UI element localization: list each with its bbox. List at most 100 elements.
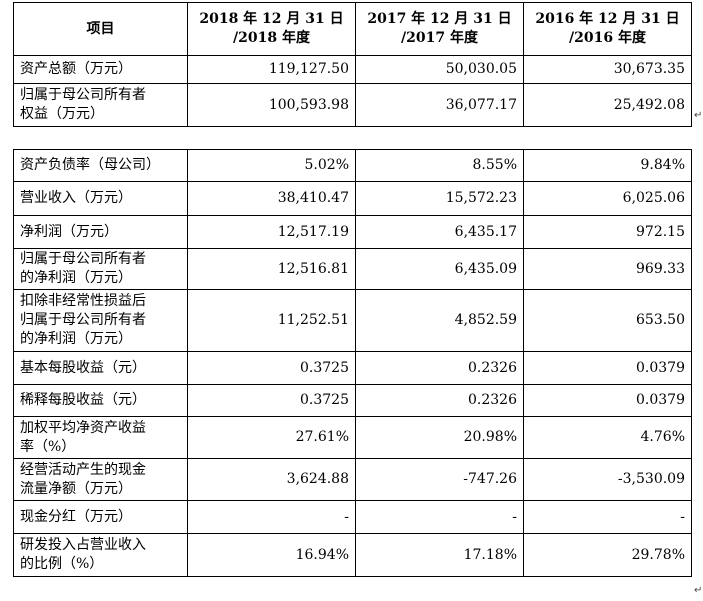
- row-label-line: 的净利润（万元）: [20, 270, 132, 286]
- financial-table-top: 项目 2018 年 12 月 31 日 /2018 年度 2017 年 12 月…: [13, 2, 692, 127]
- row-label: 现金分红（万元）: [13, 500, 188, 534]
- value-2016: 29.78%: [523, 533, 692, 577]
- return-mark-1: ↵: [694, 110, 703, 121]
- value-2017: 4,852.59: [355, 289, 524, 352]
- financial-table-bottom: 资产负债率（母公司） 5.02% 8.55% 9.84% 营业收入（万元） 38,410.…: [13, 149, 692, 577]
- table-row: 经营活动产生的现金 流量净额（万元） 3,624.88 -747.26 -3,530.0…: [13, 458, 692, 501]
- table-row: 资产负债率（母公司） 5.02% 8.55% 9.84%: [13, 149, 692, 182]
- row-label: 归属于母公司所有者 权益（万元）: [13, 83, 188, 127]
- value-2017: 15,572.23: [355, 181, 524, 216]
- row-label: 扣除非经常性损益后 归属于母公司所有者 的净利润（万元）: [13, 289, 188, 352]
- row-label-line: 流量净额（万元）: [20, 480, 132, 497]
- value-2018: 38,410.47: [187, 181, 356, 216]
- header-2018-line2: /2018 年度: [233, 30, 310, 46]
- header-2016: 2016 年 12 月 31 日 /2016 年度: [523, 2, 692, 56]
- table-row: 稀释每股收益（元） 0.3725 0.2326 0.0379: [13, 384, 692, 417]
- value-2016: -: [523, 500, 692, 534]
- row-label: 经营活动产生的现金 流量净额（万元）: [13, 458, 188, 501]
- table-row: 营业收入（万元） 38,410.47 15,572.23 6,025.06: [13, 181, 692, 216]
- value-2018: 12,517.19: [187, 215, 356, 249]
- row-label-line: 加权平均净资产收益: [20, 419, 146, 436]
- value-2016: 0.0379: [523, 351, 692, 385]
- row-label-line: 资产负债率（母公司）: [20, 157, 160, 173]
- row-label-line: 归属于母公司所有者: [20, 312, 146, 328]
- value-2016: 653.50: [523, 289, 692, 352]
- table-row: 加权平均净资产收益 率（%） 27.61% 20.98% 4.76%: [13, 416, 692, 459]
- row-label: 资产总额（万元）: [13, 55, 188, 84]
- row-label-line: 权益（万元）: [20, 106, 104, 122]
- header-2017: 2017 年 12 月 31 日 /2017 年度: [355, 2, 524, 56]
- row-label: 加权平均净资产收益 率（%）: [13, 416, 188, 459]
- value-2018: 27.61%: [187, 416, 356, 459]
- row-label: 资产负债率（母公司）: [13, 149, 188, 182]
- value-2017: -: [355, 500, 524, 534]
- row-label: 基本每股收益（元）: [13, 351, 188, 385]
- value-2017: -747.26: [355, 458, 524, 501]
- table-row: 现金分红（万元） - - -: [13, 500, 692, 534]
- row-label-line: 率（%）: [20, 438, 76, 455]
- row-label-line: 稀释每股收益（元）: [20, 392, 146, 408]
- value-2018: 11,252.51: [187, 289, 356, 352]
- table-row: 扣除非经常性损益后 归属于母公司所有者 的净利润（万元） 11,252.51 4,852…: [13, 289, 692, 352]
- table-row: 资产总额（万元） 119,127.50 50,030.05 30,673.35: [13, 55, 692, 84]
- value-2018: 16.94%: [187, 533, 356, 577]
- row-label-line: 的比例（%）: [20, 556, 104, 572]
- value-2016: 6,025.06: [523, 181, 692, 216]
- value-2016: 9.84%: [523, 149, 692, 182]
- row-label-line: 基本每股收益（元）: [20, 359, 146, 376]
- value-2018: 119,127.50: [187, 55, 356, 84]
- row-label-line: 研发投入占营业收入: [20, 537, 146, 553]
- value-2017: 6,435.17: [355, 215, 524, 249]
- value-2017: 6,435.09: [355, 248, 524, 290]
- value-2018: 0.3725: [187, 384, 356, 417]
- value-2016: 0.0379: [523, 384, 692, 417]
- row-label: 研发投入占营业收入 的比例（%）: [13, 533, 188, 577]
- row-label-line: 经营活动产生的现金: [20, 461, 146, 478]
- value-2017: 0.2326: [355, 384, 524, 417]
- value-2018: 100,593.98: [187, 83, 356, 127]
- value-2016: 4.76%: [523, 416, 692, 459]
- row-label-line: 现金分红（万元）: [20, 508, 132, 525]
- value-2018: 12,516.81: [187, 248, 356, 290]
- table-row: 归属于母公司所有者 权益（万元） 100,593.98 36,077.17 25,492…: [13, 83, 692, 127]
- header-2017-line1: 2017 年 12 月 31 日: [367, 11, 512, 27]
- header-row: 项目 2018 年 12 月 31 日 /2018 年度 2017 年 12 月…: [13, 2, 692, 56]
- value-2016: 972.15: [523, 215, 692, 249]
- row-label-line: 资产总额（万元）: [20, 61, 132, 77]
- value-2016: 25,492.08: [523, 83, 692, 127]
- value-2017: 50,030.05: [355, 55, 524, 84]
- header-2018-line1: 2018 年 12 月 31 日: [199, 11, 344, 27]
- value-2018: 0.3725: [187, 351, 356, 385]
- row-label: 营业收入（万元）: [13, 181, 188, 216]
- value-2017: 0.2326: [355, 351, 524, 385]
- value-2016: -3,530.09: [523, 458, 692, 501]
- row-label: 净利润（万元）: [13, 215, 188, 249]
- table-row: 基本每股收益（元） 0.3725 0.2326 0.0379: [13, 351, 692, 385]
- table-row: 净利润（万元） 12,517.19 6,435.17 972.15: [13, 215, 692, 249]
- row-label-line: 净利润（万元）: [20, 223, 118, 240]
- header-2016-line2: /2016 年度: [569, 30, 646, 46]
- table-row: 归属于母公司所有者 的净利润（万元） 12,516.81 6,435.09 969.33: [13, 248, 692, 290]
- row-label: 归属于母公司所有者 的净利润（万元）: [13, 248, 188, 290]
- row-label-line: 归属于母公司所有者: [20, 251, 146, 267]
- value-2017: 17.18%: [355, 533, 524, 577]
- return-mark-2: ↵: [694, 585, 703, 596]
- row-label-line: 营业收入（万元）: [20, 190, 132, 206]
- value-2017: 36,077.17: [355, 83, 524, 127]
- row-label: 稀释每股收益（元）: [13, 384, 188, 417]
- value-2016: 969.33: [523, 248, 692, 290]
- header-2017-line2: /2017 年度: [401, 30, 478, 46]
- value-2017: 20.98%: [355, 416, 524, 459]
- row-label-line: 扣除非经常性损益后: [20, 293, 146, 309]
- value-2017: 8.55%: [355, 149, 524, 182]
- row-label-line: 的净利润（万元）: [20, 331, 132, 347]
- value-2018: -: [187, 500, 356, 534]
- value-2018: 5.02%: [187, 149, 356, 182]
- table-row: 研发投入占营业收入 的比例（%） 16.94% 17.18% 29.78%: [13, 533, 692, 577]
- header-item: 项目: [13, 2, 188, 56]
- header-2016-line1: 2016 年 12 月 31 日: [535, 11, 680, 27]
- header-2018: 2018 年 12 月 31 日 /2018 年度: [187, 2, 356, 56]
- row-label-line: 归属于母公司所有者: [20, 87, 146, 103]
- value-2016: 30,673.35: [523, 55, 692, 84]
- value-2018: 3,624.88: [187, 458, 356, 501]
